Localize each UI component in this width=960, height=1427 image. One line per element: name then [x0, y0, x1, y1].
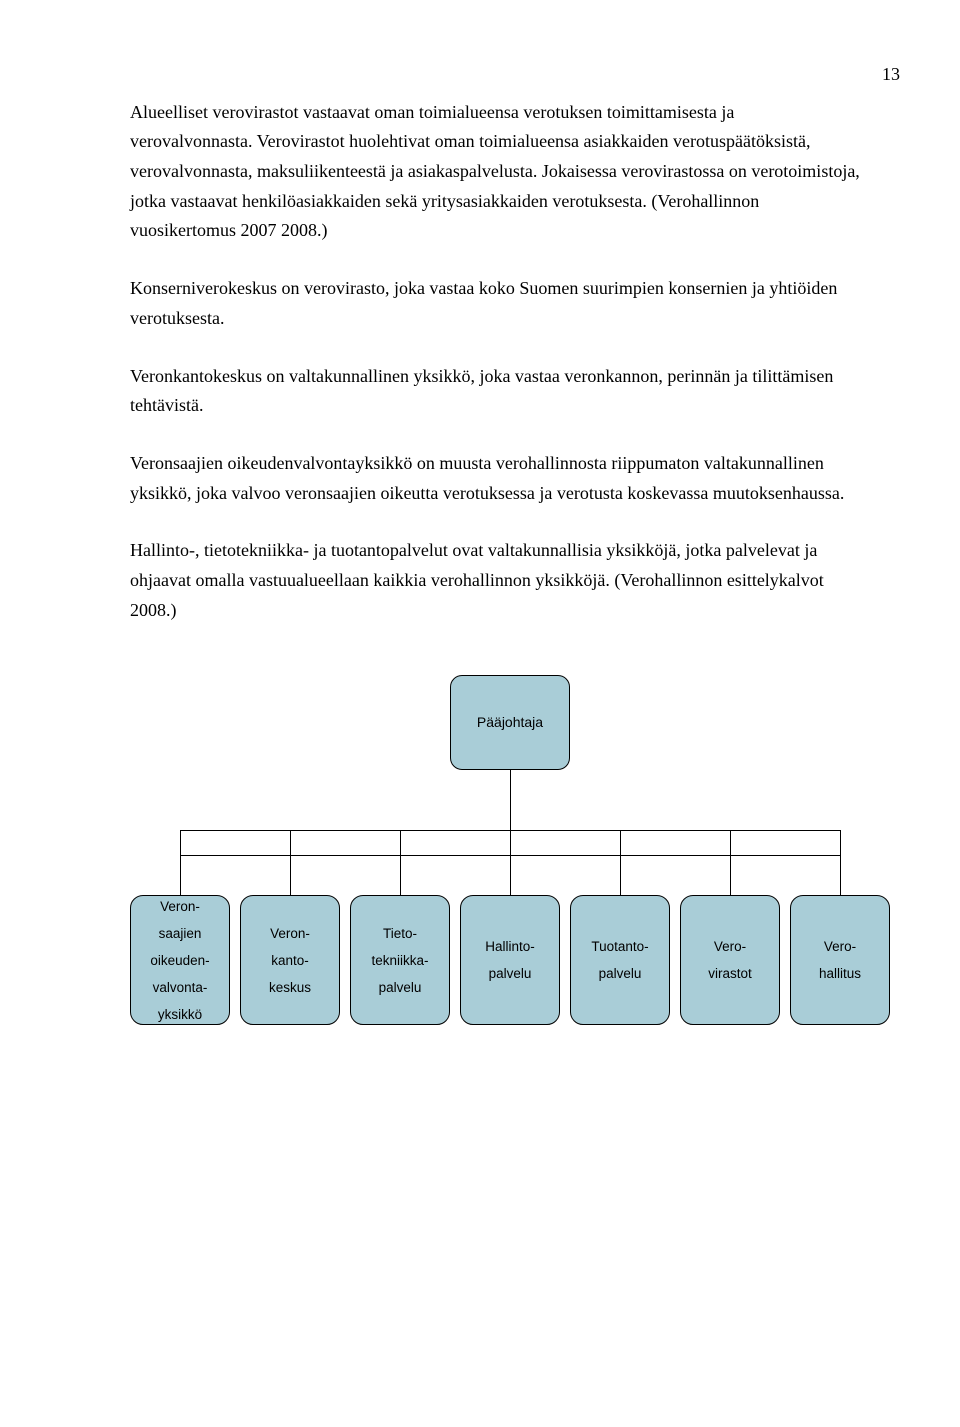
paragraph-3: Veronkantokeskus on valtakunnallinen yks… — [130, 362, 860, 421]
paragraph-5: Hallinto-, tietotekniikka- ja tuotantopa… — [130, 536, 860, 625]
org-node-line: valvonta- — [153, 974, 208, 1001]
org-node-line: Vero- — [714, 933, 746, 960]
org-node-b4: Hallinto-palvelu — [460, 895, 560, 1025]
org-node-line: tekniikka- — [371, 947, 428, 974]
org-node-line: kanto- — [271, 947, 309, 974]
org-node-line: palvelu — [489, 960, 532, 987]
paragraph-4: Veronsaajien oikeudenvalvontayksikkö on … — [130, 449, 860, 508]
org-node-b6: Vero-virastot — [680, 895, 780, 1025]
org-node-b5: Tuotanto-palvelu — [570, 895, 670, 1025]
org-node-line: Hallinto- — [485, 933, 535, 960]
org-node-line: Tieto- — [383, 920, 417, 947]
org-node-line: keskus — [269, 974, 311, 1001]
org-node-line: palvelu — [599, 960, 642, 987]
org-node-b7: Vero-hallitus — [790, 895, 890, 1025]
org-chart: Pääjohtaja Veron-saajienoikeuden-valvont… — [130, 675, 890, 1025]
org-node-b1: Veron-saajienoikeuden-valvonta-yksikkö — [130, 895, 230, 1025]
org-node-b3: Tieto-tekniikka-palvelu — [350, 895, 450, 1025]
org-children-row: Veron-saajienoikeuden-valvonta-yksikköVe… — [130, 895, 890, 1025]
page-number: 13 — [130, 60, 900, 90]
org-node-line: oikeuden- — [150, 947, 209, 974]
org-node-line: virastot — [708, 960, 752, 987]
org-node-line: Veron- — [160, 893, 200, 920]
org-top-label: Pääjohtaja — [477, 711, 543, 734]
org-node-line: Vero- — [824, 933, 856, 960]
paragraph-1: Alueelliset verovirastot vastaavat oman … — [130, 98, 860, 246]
org-node-b2: Veron-kanto-keskus — [240, 895, 340, 1025]
org-top-node: Pääjohtaja — [450, 675, 570, 770]
org-node-line: Tuotanto- — [591, 933, 648, 960]
org-node-line: Veron- — [270, 920, 310, 947]
org-node-line: palvelu — [379, 974, 422, 1001]
org-node-line: saajien — [159, 920, 202, 947]
paragraph-2: Konserniverokeskus on verovirasto, joka … — [130, 274, 860, 333]
org-node-line: hallitus — [819, 960, 861, 987]
org-node-line: yksikkö — [158, 1001, 202, 1028]
